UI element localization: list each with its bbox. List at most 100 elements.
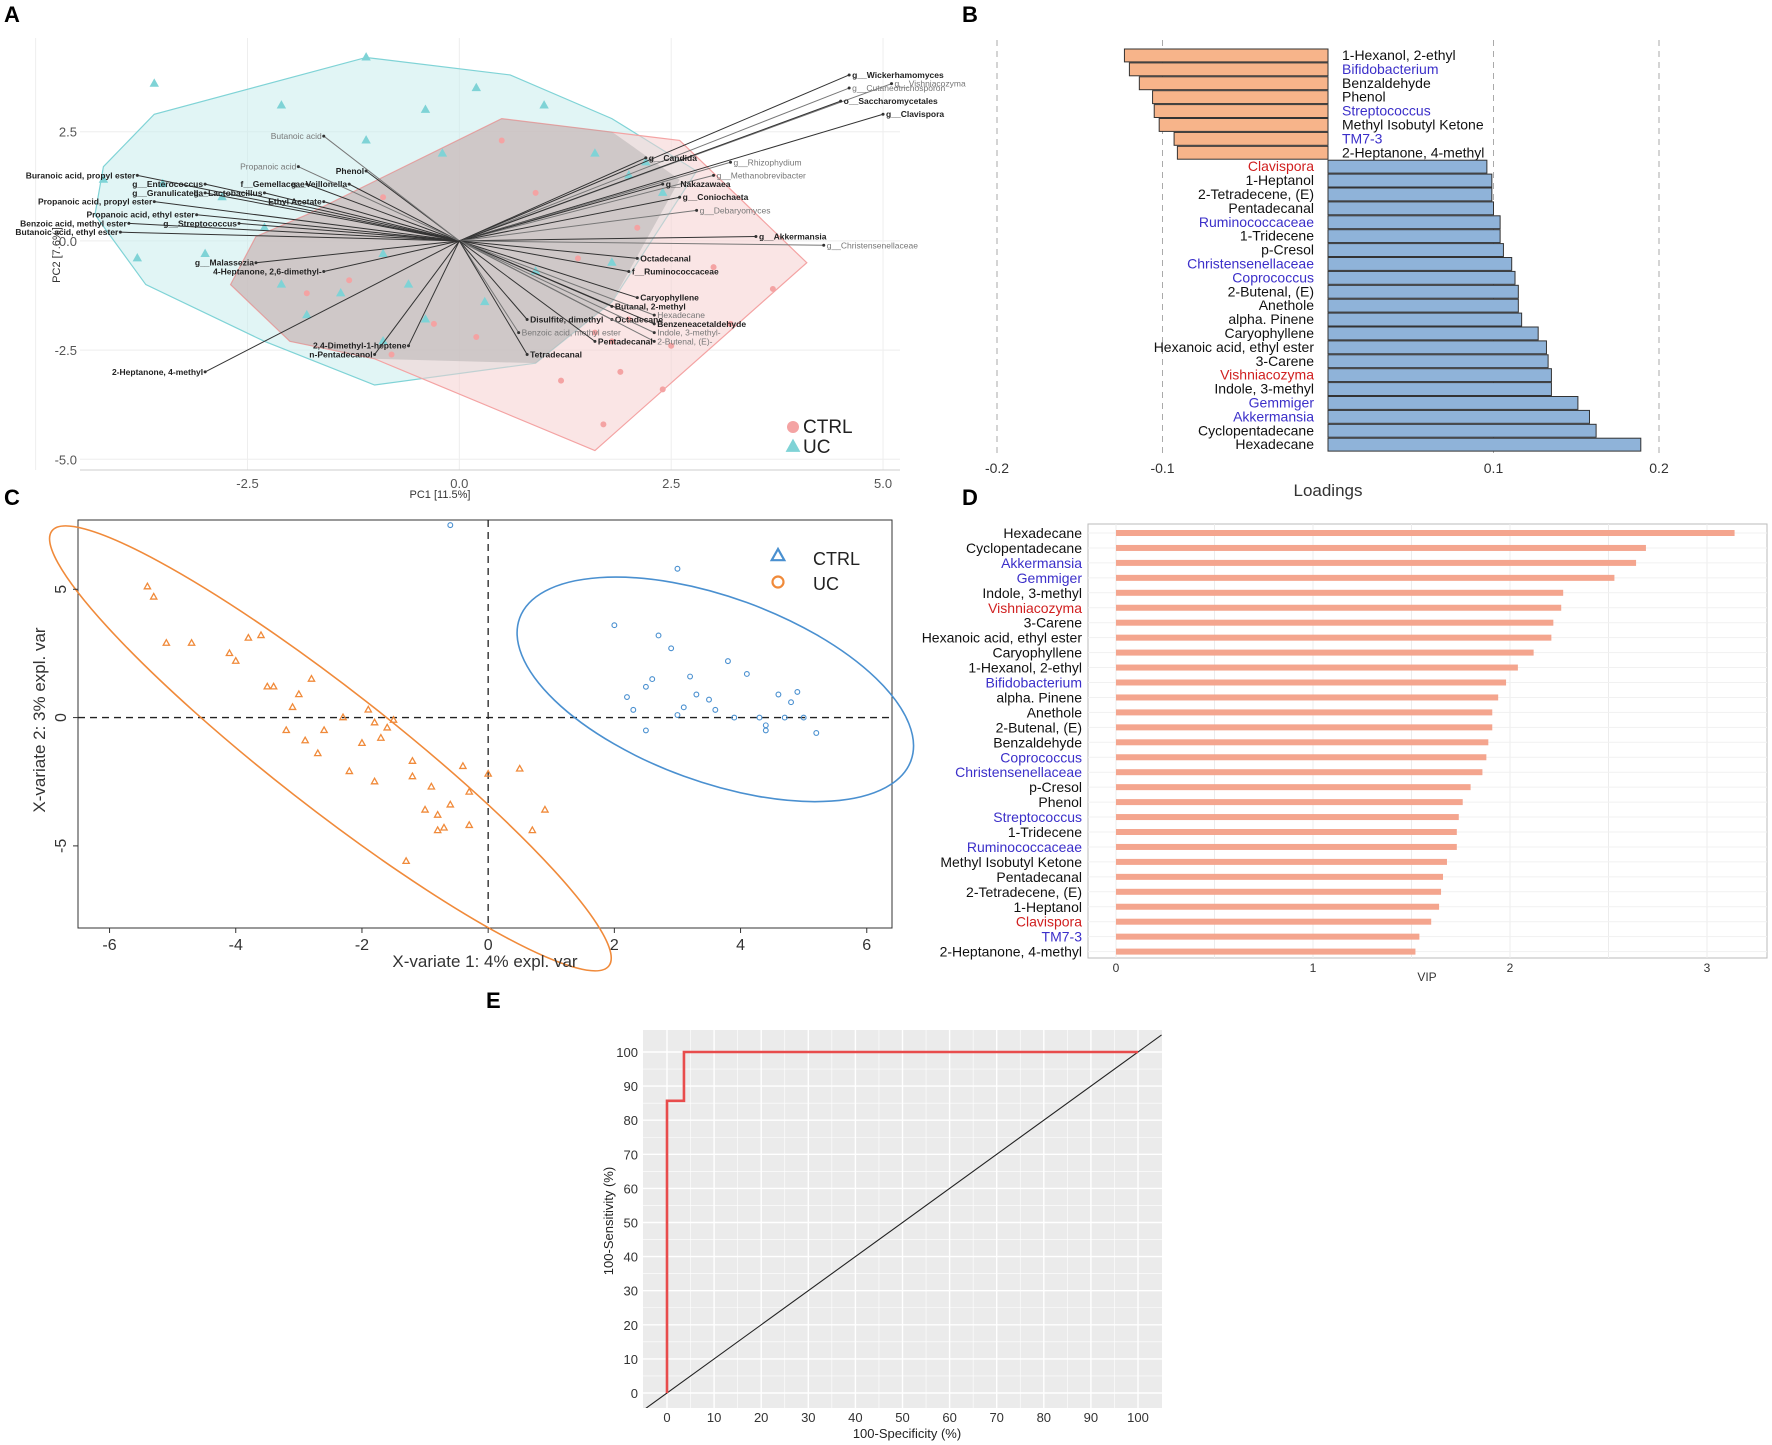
ctrl-point	[775, 691, 782, 698]
loading-arrow	[120, 231, 460, 242]
loading-bar	[1158, 118, 1329, 132]
uc-point	[437, 148, 448, 157]
loading-arrow	[204, 240, 460, 373]
loading-arrowhead	[347, 182, 351, 186]
loading-arrow	[408, 240, 460, 346]
loading-arrow	[459, 240, 655, 325]
uc-point	[471, 82, 482, 92]
uc-point	[458, 761, 468, 770]
loading-category-label: Vishniacozyma	[1220, 367, 1314, 383]
x-tick-label: 100	[1127, 1410, 1149, 1425]
loading-arrow	[298, 166, 460, 242]
loading-label: Buranoic acid, propyl ester	[26, 170, 136, 180]
ctrl-point	[473, 333, 480, 340]
loading-category-label: Indole, 3-methyl	[1214, 381, 1314, 397]
ctrl-point	[303, 290, 310, 297]
vip-category-label: 1-Hexanol, 2-ethyl	[968, 660, 1082, 676]
uc-point	[357, 738, 367, 746]
uc-point	[439, 823, 449, 831]
panel-e-roc: 0 10 20 30 40 50 60 70 80 90 100 0 10 20 30 40 50 60 70 80 9…	[601, 1030, 1162, 1441]
uc-point	[378, 248, 388, 258]
uc-point	[143, 581, 152, 590]
loading-bar	[1176, 145, 1329, 160]
vip-bar	[1116, 544, 1646, 551]
panel-label-c: C	[4, 485, 20, 510]
ctrl-point	[710, 264, 717, 271]
x-tick-label: 2.5	[662, 476, 680, 491]
vip-bar	[1116, 814, 1459, 821]
vip-category-label: p-Cresol	[1029, 779, 1082, 795]
loading-arrowhead	[525, 318, 529, 322]
vip-bar	[1116, 679, 1507, 686]
vip-bar	[1116, 559, 1637, 566]
panel-label-e: E	[486, 988, 501, 1013]
ctrl-point	[498, 137, 505, 144]
loading-category-label: Coprococcus	[1232, 269, 1314, 285]
ctrl-point	[447, 522, 454, 529]
loading-arrow	[137, 174, 460, 242]
x-tick-label: 50	[895, 1410, 909, 1425]
loading-label: g__Debaryomyces	[700, 205, 771, 215]
uc-point	[483, 769, 493, 777]
loading-bar	[1128, 62, 1329, 77]
loading-bar	[1138, 76, 1329, 91]
legend-ctrl-label: CTRL	[803, 417, 853, 438]
y-tick-label: 0.0	[59, 234, 77, 249]
loading-label: 2-Butenal, (E)-	[657, 336, 712, 346]
loading-arrowhead	[203, 182, 207, 186]
ctrl-point	[649, 676, 656, 683]
vip-category-label: 2-Heptanone, 4-methyl	[940, 944, 1082, 960]
loading-arrow	[459, 240, 655, 334]
uc-point	[276, 279, 287, 288]
loading-category-label: 1-Hexanol, 2-ethyl	[1342, 47, 1456, 63]
vip-bar	[1116, 739, 1489, 746]
loading-label: Butanoic acid, ethyl ester	[15, 227, 119, 237]
uc-point	[313, 748, 323, 757]
vip-bar	[1116, 948, 1416, 955]
loading-arrow	[459, 240, 655, 342]
loading-arrow	[323, 240, 460, 272]
loading-arrow	[459, 183, 663, 242]
loading-label: Hexadecane	[657, 310, 705, 320]
ctrl-point	[813, 730, 820, 736]
loading-arrowhead	[364, 169, 368, 173]
ctrl-point	[680, 704, 687, 711]
loading-arrow	[255, 240, 460, 264]
x-tick-label: 3	[1704, 961, 1711, 975]
y-tick-label: 40	[624, 1250, 638, 1265]
ctrl-point	[668, 342, 675, 349]
ctrl-point	[788, 699, 794, 706]
loading-arrowhead	[195, 213, 199, 217]
loading-label: 2,4-Dimethyl-1-heptene	[313, 341, 407, 351]
panel-a-biplot: g__Wickerhamomyces g__Cutaneotrichosporon…	[15, 38, 966, 501]
uc-point	[539, 100, 549, 109]
ctrl-point	[600, 421, 607, 428]
uc-point	[300, 735, 310, 744]
loading-label: g__Lactobacillus	[193, 188, 262, 198]
loading-arrowhead	[635, 296, 639, 300]
ctrl-point	[611, 622, 618, 629]
vip-category-label: Gemmiger	[1017, 570, 1083, 586]
x-tick-label: 0.0	[450, 476, 468, 491]
loading-category-label: Methyl Isobutyl Ketone	[1342, 117, 1484, 133]
legend-uc-marker	[771, 575, 785, 589]
uc-point	[225, 648, 234, 657]
loading-bar	[1327, 340, 1547, 355]
x-tick-label: -2	[355, 937, 369, 954]
ctrl-point	[800, 714, 807, 721]
vip-category-label: Phenol	[1038, 794, 1082, 810]
loading-label: g__Granulicatella	[132, 188, 203, 198]
x-tick-label: 0.2	[1649, 460, 1669, 476]
vip-bar	[1116, 903, 1440, 910]
loading-label: f__Gemellaceae	[241, 179, 306, 189]
loading-arrowhead	[322, 269, 326, 273]
uc-point	[420, 104, 431, 113]
uc-point	[149, 78, 159, 87]
loading-label: g__Rhizophydium	[734, 157, 802, 167]
loading-arrowhead	[627, 269, 631, 273]
vip-bar	[1116, 649, 1534, 656]
loading-bar	[1327, 382, 1552, 397]
loading-label: g__Malassezia	[195, 258, 254, 268]
loading-label: g__Christensenellaceae	[827, 240, 918, 250]
x-tick-label: 10	[707, 1410, 721, 1425]
